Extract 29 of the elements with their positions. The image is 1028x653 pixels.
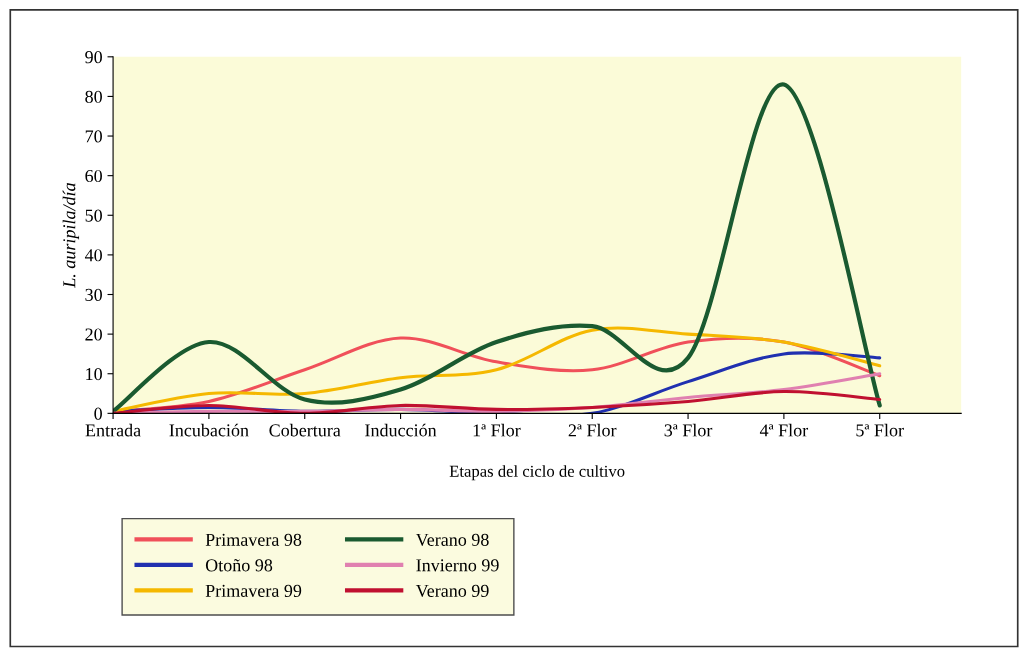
y-tick-label: 60 (85, 169, 102, 183)
legend-label: Verano 99 (415, 584, 489, 598)
x-tick-label: 3ª Flor (664, 423, 713, 437)
y-tick-label: 10 (86, 367, 102, 381)
x-tick-label: Entrada (85, 423, 141, 437)
line-series (113, 82, 882, 414)
y-tick-label: 40 (84, 249, 102, 262)
x-tick-label: Cobertura (269, 423, 341, 437)
x-tick-label: 2ª Flor (568, 423, 617, 437)
legend-label: Verano 98 (415, 533, 489, 546)
legend-label: Primavera 98 (205, 533, 302, 546)
x-tick-label: 4ª Flor (759, 423, 809, 437)
legend-label: Otoño 98 (205, 559, 273, 572)
y-axis-title: L. auripila/día (62, 183, 80, 288)
y-tick-label: 30 (85, 288, 102, 301)
x-tick-label: 5ª Flor (856, 423, 904, 437)
x-tick-label: Incubación (169, 423, 249, 437)
y-tick-label: 20 (85, 328, 102, 341)
x-axis-title: Etapas del ciclo de cultivo (449, 465, 625, 481)
x-tick-label: Inducción (365, 423, 437, 437)
x-tick-label: 1ª Flor (473, 423, 521, 437)
y-tick-label: 50 (85, 209, 102, 222)
y-tick-label: 0 (94, 407, 102, 420)
y-tick-label: 90 (85, 51, 102, 64)
legend-label: Invierno 99 (416, 559, 499, 572)
y-tick-label: 70 (85, 130, 102, 143)
y-tick-label: 80 (85, 90, 102, 103)
line-series (113, 390, 882, 414)
legend-label: Primavera 99 (205, 584, 302, 597)
